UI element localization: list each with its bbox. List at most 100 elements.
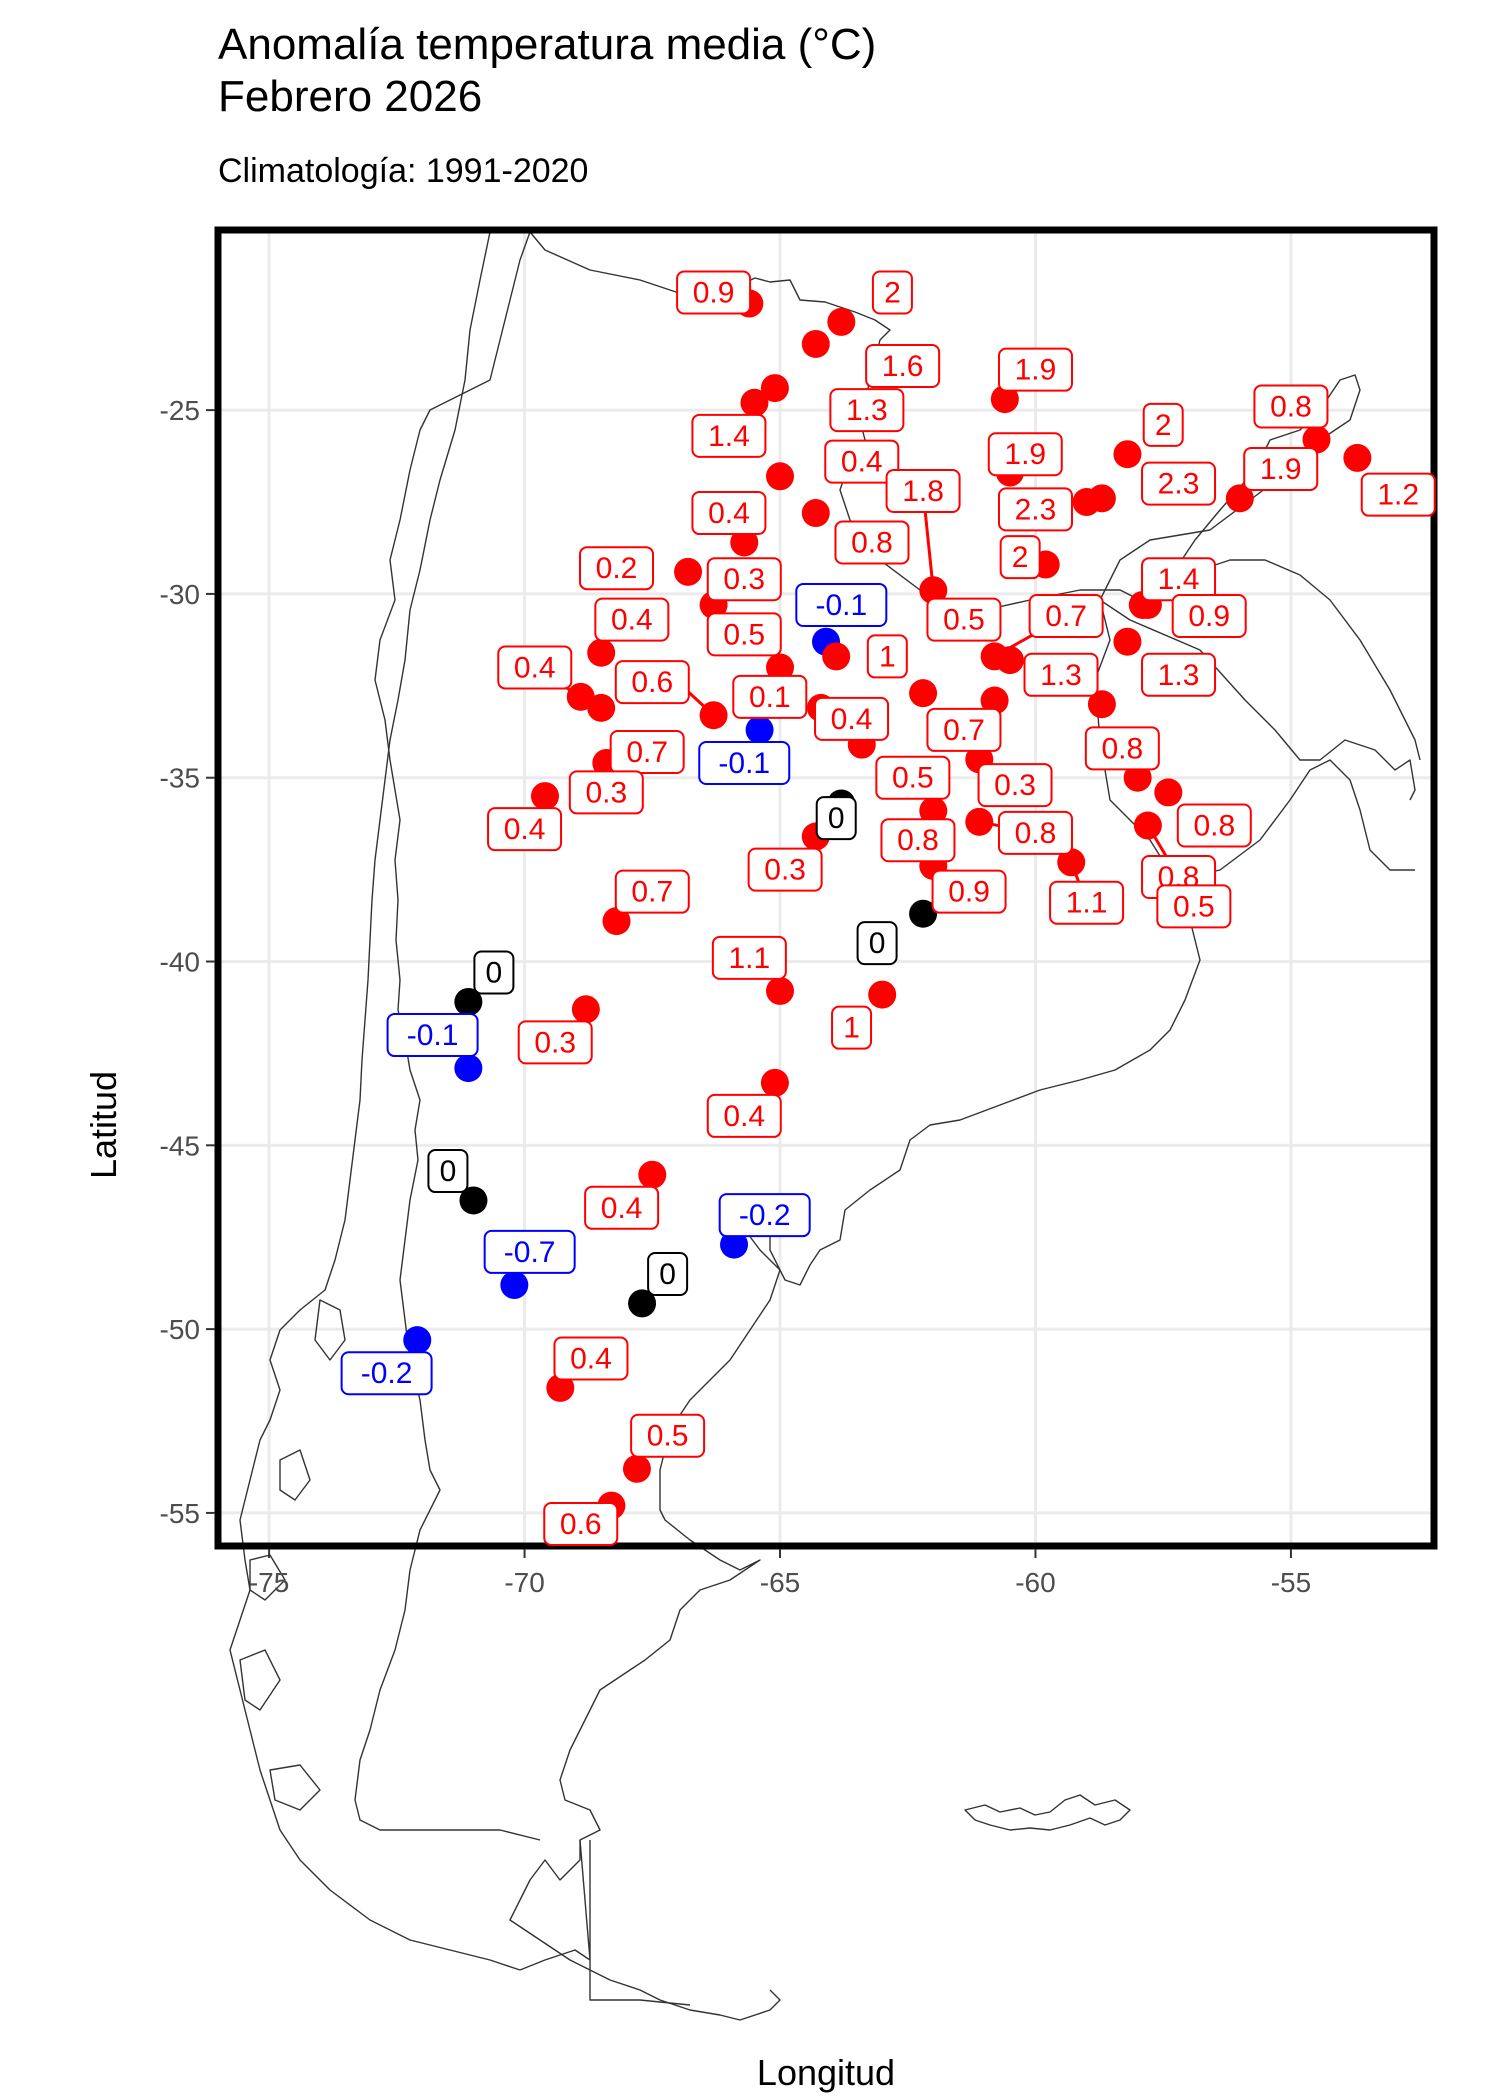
station-label-text: 0.4: [514, 651, 556, 684]
station-label-box: [931, 869, 1007, 914]
station-label-box: [1176, 803, 1252, 848]
station-point[interactable]: [602, 907, 631, 936]
station-point[interactable]: [546, 1373, 575, 1402]
station-point[interactable]: [990, 385, 1019, 414]
station-point[interactable]: [919, 796, 948, 825]
station-point[interactable]: [587, 693, 616, 722]
station-label-box: [614, 869, 690, 914]
station-point[interactable]: [1302, 425, 1331, 454]
station-point[interactable]: [674, 557, 703, 586]
station-point[interactable]: [720, 1230, 749, 1259]
station-point[interactable]: [801, 499, 830, 528]
station-point[interactable]: [766, 976, 795, 1005]
station-point[interactable]: [909, 899, 938, 928]
station-label-box: [824, 439, 900, 484]
station-label-text: 1.4: [1158, 563, 1200, 596]
station-point[interactable]: [919, 576, 948, 605]
station-label: 1.3: [1023, 652, 1099, 697]
station-point[interactable]: [628, 1289, 657, 1318]
y-tick-label: -40: [160, 947, 200, 978]
station-point[interactable]: [454, 1054, 483, 1083]
station-point[interactable]: [1057, 848, 1086, 877]
y-tick-label: -25: [160, 395, 200, 426]
y-tick-label: -30: [160, 579, 200, 610]
station-label-text: 0.3: [534, 1026, 576, 1059]
andes-border: [354, 231, 541, 1841]
station-label-box: [1171, 593, 1247, 638]
station-label-text: 1: [843, 1012, 860, 1045]
station-label-box: [1142, 402, 1184, 447]
station-label: 0.5: [706, 612, 782, 657]
station-point[interactable]: [454, 987, 483, 1016]
station-point[interactable]: [766, 462, 795, 491]
station-label: 0.3: [706, 557, 782, 602]
station-point[interactable]: [571, 995, 600, 1024]
station-point[interactable]: [403, 1326, 432, 1355]
station-point[interactable]: [1343, 443, 1372, 472]
station-label-box: [1243, 446, 1319, 491]
station-point[interactable]: [760, 1068, 789, 1097]
station-point[interactable]: [1113, 440, 1142, 469]
station-label: 2: [871, 270, 913, 315]
station-label: 0.4: [487, 807, 563, 852]
station-point[interactable]: [587, 638, 616, 667]
station-point[interactable]: [1123, 763, 1152, 792]
station-point[interactable]: [566, 682, 595, 711]
station-point[interactable]: [909, 679, 938, 708]
station-point[interactable]: [1154, 778, 1183, 807]
station-point[interactable]: [995, 646, 1024, 675]
station-label-text: 0: [828, 802, 845, 835]
station-label-text: 0.7: [943, 714, 985, 747]
station-point[interactable]: [1072, 488, 1101, 517]
station-label-box: [1028, 593, 1104, 638]
chile-islands-b: [279, 1449, 311, 1501]
station-label-box: [829, 388, 905, 433]
station-point[interactable]: [1113, 627, 1142, 656]
station-label-text: 0.4: [841, 446, 883, 479]
coast-east: [1099, 439, 1416, 801]
station-label-text: -0.7: [504, 1236, 556, 1269]
station-point[interactable]: [760, 374, 789, 403]
station-label-text: 0.5: [723, 618, 765, 651]
station-label: 1.1: [711, 935, 787, 980]
station-point[interactable]: [965, 807, 994, 836]
station-point[interactable]: [766, 653, 795, 682]
station-label-box: [706, 612, 782, 657]
station-label: -0.1: [386, 1013, 479, 1058]
station-point[interactable]: [500, 1271, 529, 1300]
station-point[interactable]: [730, 528, 759, 557]
station-point[interactable]: [822, 642, 851, 671]
station-point[interactable]: [699, 701, 728, 730]
station-label-text: 0.3: [585, 776, 627, 809]
station-label: 0.9: [1171, 593, 1247, 638]
station-label-text: 0: [869, 927, 886, 960]
station-label-text: 0: [659, 1258, 676, 1291]
y-tick-label: -55: [160, 1498, 200, 1529]
station-label-text: -0.1: [815, 589, 867, 622]
x-tick-label: -55: [1271, 1567, 1311, 1598]
station-point[interactable]: [801, 329, 830, 358]
station-label: 0.8: [997, 810, 1073, 855]
chile-islands-c: [249, 1554, 286, 1601]
country-border-west: [529, 231, 1361, 621]
station-point[interactable]: [459, 1186, 488, 1215]
station-point[interactable]: [622, 1454, 651, 1483]
station-label-box: [487, 807, 563, 852]
station-label: 1.9: [1243, 446, 1319, 491]
station-point[interactable]: [1133, 811, 1162, 840]
station-label-box: [427, 1149, 469, 1194]
station-point[interactable]: [827, 307, 856, 336]
station-point[interactable]: [868, 980, 897, 1009]
station-point[interactable]: [980, 686, 1009, 715]
station-point[interactable]: [530, 782, 559, 811]
station-label-box: [814, 696, 890, 741]
station-point[interactable]: [745, 715, 774, 744]
station-label-text: 0.9: [693, 276, 735, 309]
station-point[interactable]: [1225, 484, 1254, 513]
station-point[interactable]: [638, 1160, 667, 1189]
station-point[interactable]: [740, 388, 769, 417]
station-label: 0.5: [926, 597, 1002, 642]
station-point[interactable]: [1087, 690, 1116, 719]
station-label-box: [1156, 884, 1232, 929]
